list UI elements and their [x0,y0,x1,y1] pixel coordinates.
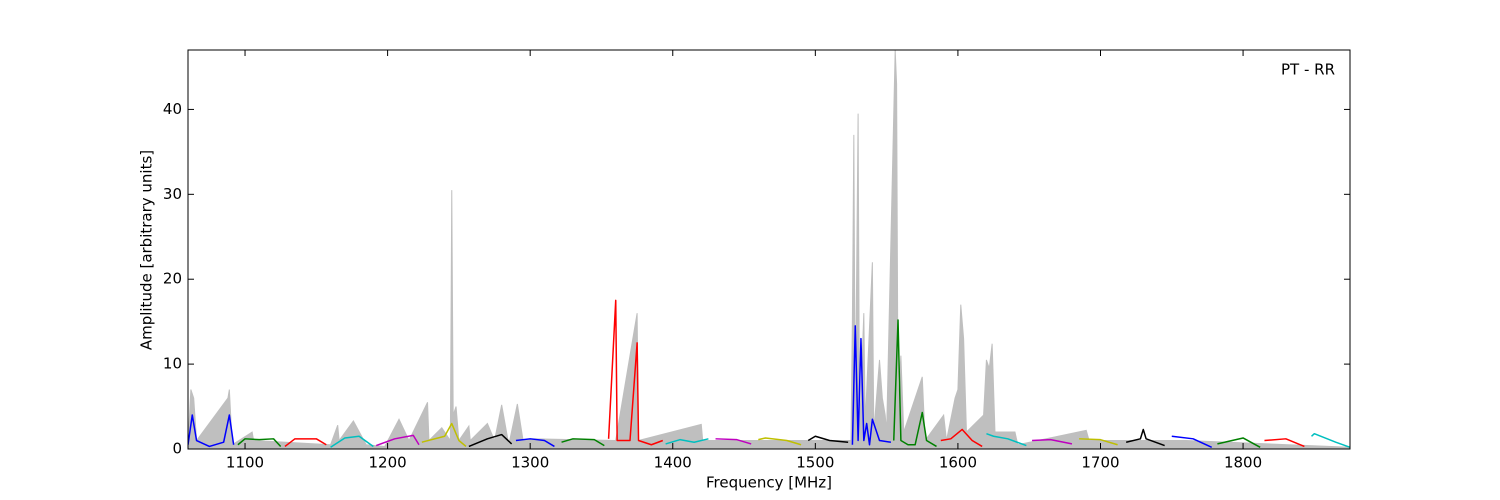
plot-frame [187,49,1351,450]
line [940,428,983,448]
line [515,438,555,448]
line [1079,438,1118,446]
line [665,438,709,445]
line [1311,432,1350,449]
line [893,319,937,448]
x-tick-label: 1700 [1081,454,1119,472]
y-axis-label: Amplitude [arbitrary units] [138,150,156,350]
x-tick-label: 1800 [1224,454,1262,472]
line [284,438,327,448]
line [986,433,1027,447]
x-tick-label: 1500 [796,454,834,472]
annotation: PT - RR [1281,61,1335,79]
line [1032,438,1073,445]
x-tick-label: 1600 [939,454,977,472]
line [758,437,802,446]
line [330,435,374,448]
x-tick-label: 1100 [226,454,264,472]
line [561,438,605,447]
line [237,438,282,447]
line [421,422,467,448]
y-tick-label: 10 [163,355,182,373]
x-tick-label: 1300 [511,454,549,472]
x-tick-label: 1200 [369,454,407,472]
y-tick-label: 30 [163,185,182,203]
line [188,414,235,448]
x-tick-label: 1400 [654,454,692,472]
line [1264,438,1305,448]
line [1217,437,1261,448]
line [375,434,420,447]
line [607,299,664,446]
x-axis-label: Frequency [MHz] [706,474,832,492]
y-tick-label: 20 [163,270,182,288]
line [1125,428,1165,447]
line [807,435,849,443]
line [468,433,513,448]
line [1171,435,1213,448]
y-tick-label: 0 [172,440,182,458]
line [715,438,752,445]
y-tick-label: 40 [163,100,182,118]
line [851,325,892,446]
